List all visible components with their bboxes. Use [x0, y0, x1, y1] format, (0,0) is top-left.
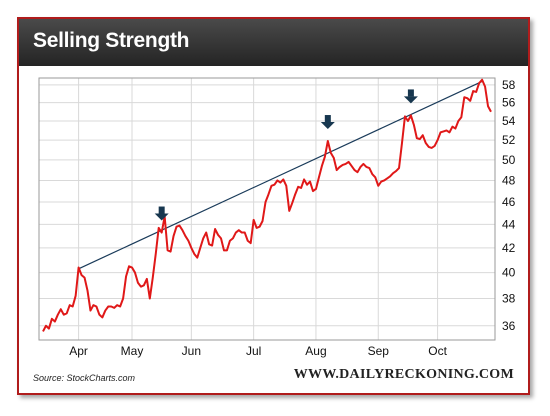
y-tick-label: 40 — [502, 266, 516, 280]
arrow-down-icon — [154, 206, 169, 221]
site-credit: WWW.DAILYRECKONING.COM — [293, 367, 514, 382]
y-tick-label: 58 — [502, 78, 516, 92]
y-tick-label: 48 — [502, 173, 516, 187]
y-tick-label: 56 — [502, 96, 516, 110]
chart-title: Selling Strength — [33, 29, 190, 52]
y-tick-label: 38 — [502, 291, 516, 305]
plot-area-border — [38, 77, 496, 341]
arrow-down-icon — [403, 89, 418, 104]
x-tick-label: Jun — [182, 344, 201, 358]
y-tick-label: 36 — [502, 319, 516, 333]
chart-frame: Selling Strength Source: StockCharts.com… — [17, 17, 530, 395]
arrow-down-icon — [320, 115, 335, 130]
x-tick-label: Sep — [368, 344, 390, 358]
chart-header: Selling Strength — [19, 19, 528, 66]
y-tick-label: 46 — [502, 195, 516, 209]
y-tick-label: 44 — [502, 217, 516, 231]
x-tick-label: Oct — [428, 344, 447, 358]
x-tick-label: May — [121, 344, 144, 358]
y-tick-label: 42 — [502, 241, 516, 255]
x-tick-label: Jul — [246, 344, 261, 358]
x-tick-label: Apr — [69, 344, 88, 358]
price-series-line — [42, 78, 492, 332]
y-tick-label: 52 — [502, 133, 516, 147]
trend-line — [78, 80, 483, 270]
source-credit: Source: StockCharts.com — [33, 373, 136, 383]
y-tick-label: 54 — [502, 114, 516, 128]
x-tick-label: Aug — [305, 344, 326, 358]
y-tick-label: 50 — [502, 153, 516, 167]
